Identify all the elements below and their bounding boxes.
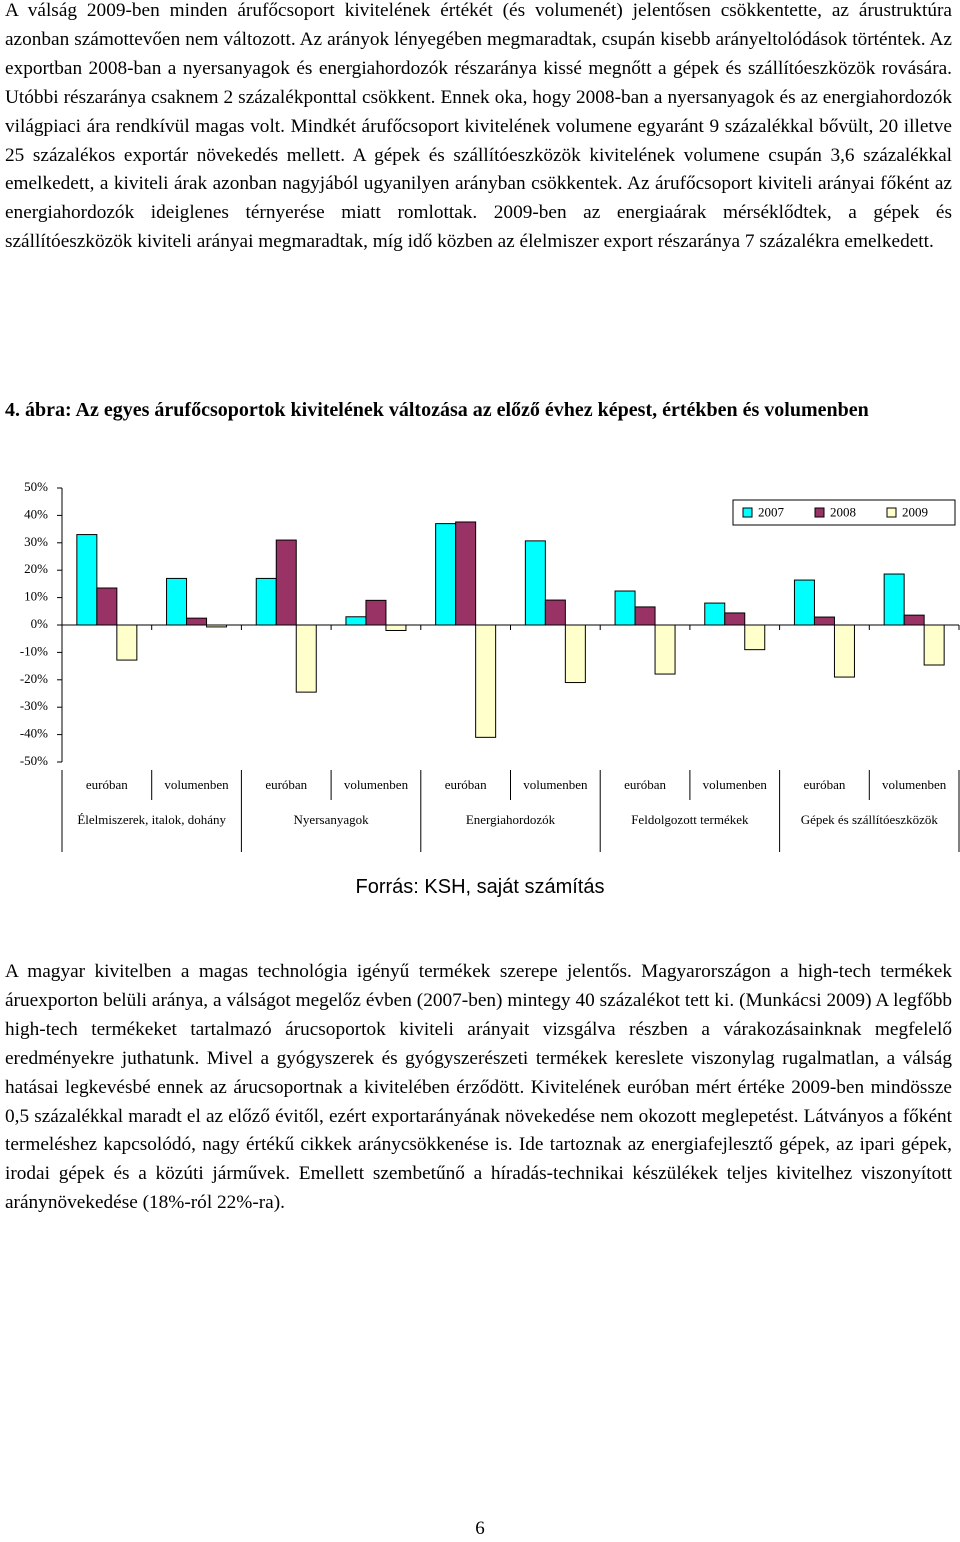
bar <box>724 612 746 626</box>
paragraph: A magyar kivitelben a magas technológia … <box>5 961 952 1214</box>
group-label: Nyersanyagok <box>293 812 369 827</box>
bar <box>435 523 457 626</box>
y-tick-label: 20% <box>24 561 48 576</box>
chart: -50% -40% -30% -20% -10% 0% 10% 20% 30% 40% 50% eur… <box>20 479 960 852</box>
x-tick-label: euróban <box>445 777 487 792</box>
y-tick-label: 40% <box>24 506 48 521</box>
bar <box>524 540 546 626</box>
legend-label: 2007 <box>758 504 785 519</box>
x-tick-label: euróban <box>624 777 666 792</box>
x-tick-label: volumenben <box>344 777 409 792</box>
bar <box>166 577 188 626</box>
x-tick-label: euróban <box>86 777 128 792</box>
legend-label: 2008 <box>830 504 856 519</box>
x-tick-label: euróban <box>804 777 846 792</box>
group-label: Feldolgozott termékek <box>631 812 749 827</box>
y-tick-label: 10% <box>24 589 48 604</box>
bar <box>76 534 98 626</box>
bar <box>564 624 586 684</box>
bar <box>614 590 636 626</box>
page-number: 6 <box>475 1518 485 1539</box>
bar <box>295 624 317 693</box>
bar <box>186 617 208 626</box>
legend-swatch <box>886 507 897 518</box>
group-label: Energiahordozók <box>465 812 556 827</box>
bar <box>275 539 297 626</box>
y-tick-label: -20% <box>20 671 48 686</box>
y-tick-label: 0% <box>31 616 49 631</box>
bar <box>883 573 905 626</box>
y-tick-label: 50% <box>24 479 48 494</box>
x-tick-label: volumenben <box>523 777 588 792</box>
legend-swatch <box>742 507 753 518</box>
bar <box>903 614 925 626</box>
bar <box>475 624 497 738</box>
bar <box>704 602 726 626</box>
bar <box>385 624 407 631</box>
y-tick-label: -40% <box>20 726 48 741</box>
bar <box>813 616 835 626</box>
x-tick-label: volumenben <box>164 777 229 792</box>
bar <box>634 606 656 626</box>
bar <box>116 624 138 661</box>
y-tick-label: -10% <box>20 643 48 658</box>
bar <box>255 577 277 626</box>
bar <box>793 579 815 626</box>
bar <box>455 521 477 626</box>
legend-box <box>732 499 956 526</box>
chart-container: -50% -40% -30% -20% -10% 0% 10% 20% 30% 40% 50% eur… <box>0 470 960 860</box>
bar <box>206 624 228 628</box>
legend-label: 2009 <box>902 504 928 519</box>
y-tick-label: -50% <box>20 753 48 768</box>
legend-swatch <box>814 507 825 518</box>
figure-title: 4. ábra: Az egyes árufőcsoportok kivitel… <box>5 399 869 421</box>
bar <box>365 599 387 626</box>
bar <box>654 624 676 675</box>
source-note: Forrás: KSH, saját számítás <box>355 876 605 898</box>
x-tick-label: euróban <box>265 777 307 792</box>
bar <box>345 616 367 626</box>
bar <box>923 624 945 666</box>
bar <box>96 587 118 626</box>
bar <box>744 624 766 651</box>
x-tick-label: volumenben <box>882 777 947 792</box>
group-label: Élelmiszerek, italok, dohány <box>77 812 227 827</box>
paragraph: A válság 2009-ben minden árufőcsoport ki… <box>5 0 952 253</box>
bar <box>833 624 855 678</box>
y-tick-label: 30% <box>24 534 48 549</box>
bar <box>544 599 566 626</box>
y-tick-label: -30% <box>20 698 48 713</box>
group-label: Gépek és szállítóeszközök <box>800 812 938 827</box>
x-tick-label: volumenben <box>703 777 768 792</box>
